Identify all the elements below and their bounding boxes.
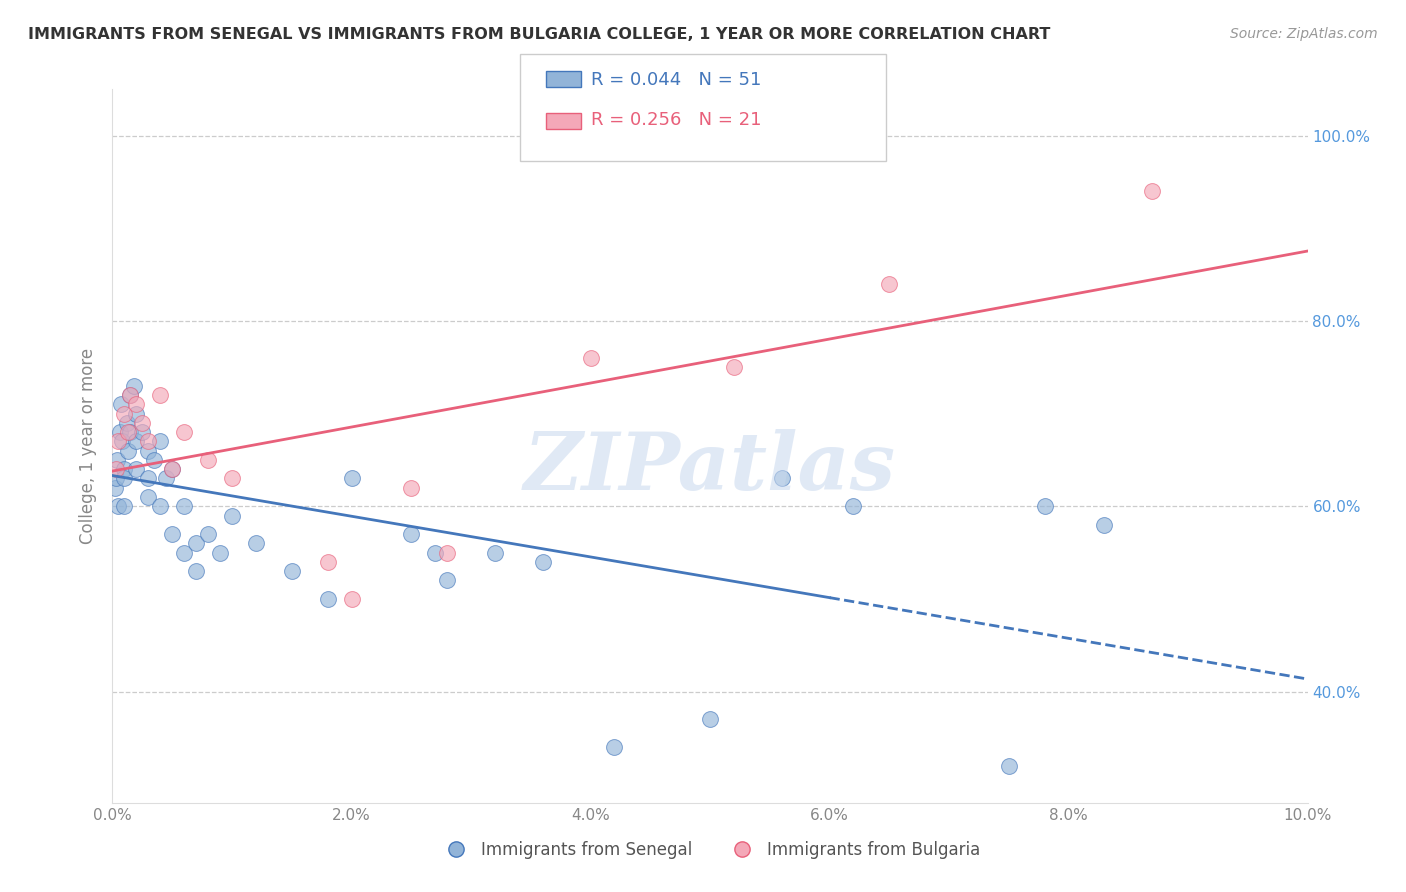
Point bbox=[186, 536, 208, 550]
Point bbox=[125, 407, 148, 421]
Point bbox=[436, 545, 458, 559]
Point bbox=[149, 434, 172, 449]
Point bbox=[149, 388, 172, 402]
Point bbox=[723, 360, 745, 375]
Point bbox=[186, 564, 208, 578]
Point bbox=[221, 471, 243, 485]
Point bbox=[115, 416, 138, 430]
Point bbox=[108, 425, 131, 439]
Point bbox=[125, 434, 148, 449]
Point bbox=[117, 425, 139, 439]
Point bbox=[340, 591, 363, 606]
Point bbox=[110, 397, 132, 411]
Point bbox=[879, 277, 901, 291]
Point bbox=[425, 545, 447, 559]
Point bbox=[138, 471, 160, 485]
Point bbox=[143, 453, 166, 467]
Point bbox=[603, 740, 626, 755]
Text: R = 0.256   N = 21: R = 0.256 N = 21 bbox=[591, 112, 761, 129]
Point bbox=[114, 471, 135, 485]
Point bbox=[107, 434, 129, 449]
Point bbox=[149, 500, 172, 514]
Point bbox=[401, 527, 423, 541]
Legend: Immigrants from Senegal, Immigrants from Bulgaria: Immigrants from Senegal, Immigrants from… bbox=[433, 835, 987, 866]
Text: ZIPatlas: ZIPatlas bbox=[524, 429, 896, 506]
Text: IMMIGRANTS FROM SENEGAL VS IMMIGRANTS FROM BULGARIA COLLEGE, 1 YEAR OR MORE CORR: IMMIGRANTS FROM SENEGAL VS IMMIGRANTS FR… bbox=[28, 27, 1050, 42]
Point bbox=[131, 416, 153, 430]
Text: R = 0.044   N = 51: R = 0.044 N = 51 bbox=[591, 71, 761, 89]
Text: Source: ZipAtlas.com: Source: ZipAtlas.com bbox=[1230, 27, 1378, 41]
Point bbox=[998, 758, 1021, 772]
Point bbox=[162, 527, 183, 541]
Point bbox=[105, 462, 128, 476]
Point bbox=[138, 434, 160, 449]
Y-axis label: College, 1 year or more: College, 1 year or more bbox=[79, 348, 97, 544]
Point bbox=[125, 397, 148, 411]
Point bbox=[122, 378, 145, 392]
Point bbox=[125, 462, 148, 476]
Point bbox=[436, 574, 458, 588]
Point bbox=[131, 425, 153, 439]
Point bbox=[120, 388, 142, 402]
Point bbox=[114, 407, 135, 421]
Point bbox=[104, 481, 127, 495]
Point bbox=[162, 462, 183, 476]
Point bbox=[105, 471, 128, 485]
Point bbox=[138, 443, 160, 458]
Point bbox=[1142, 184, 1164, 198]
Point bbox=[155, 471, 177, 485]
Point bbox=[484, 545, 506, 559]
Point bbox=[114, 500, 135, 514]
Point bbox=[197, 453, 219, 467]
Point bbox=[401, 481, 423, 495]
Point bbox=[842, 500, 865, 514]
Point bbox=[173, 425, 195, 439]
Point bbox=[1033, 500, 1056, 514]
Point bbox=[117, 443, 139, 458]
Point bbox=[197, 527, 219, 541]
Point bbox=[138, 490, 160, 504]
Point bbox=[209, 545, 232, 559]
Point bbox=[120, 425, 142, 439]
Point bbox=[107, 500, 129, 514]
Point bbox=[699, 712, 721, 726]
Point bbox=[579, 351, 602, 365]
Point bbox=[221, 508, 243, 523]
Point bbox=[162, 462, 183, 476]
Point bbox=[173, 545, 195, 559]
Point bbox=[1094, 517, 1116, 532]
Point bbox=[245, 536, 267, 550]
Point bbox=[531, 555, 554, 569]
Point bbox=[281, 564, 304, 578]
Point bbox=[120, 388, 142, 402]
Point bbox=[105, 453, 128, 467]
Point bbox=[316, 555, 339, 569]
Point bbox=[316, 591, 339, 606]
Point bbox=[173, 500, 195, 514]
Point bbox=[114, 462, 135, 476]
Point bbox=[111, 434, 134, 449]
Point bbox=[340, 471, 363, 485]
Point bbox=[770, 471, 793, 485]
